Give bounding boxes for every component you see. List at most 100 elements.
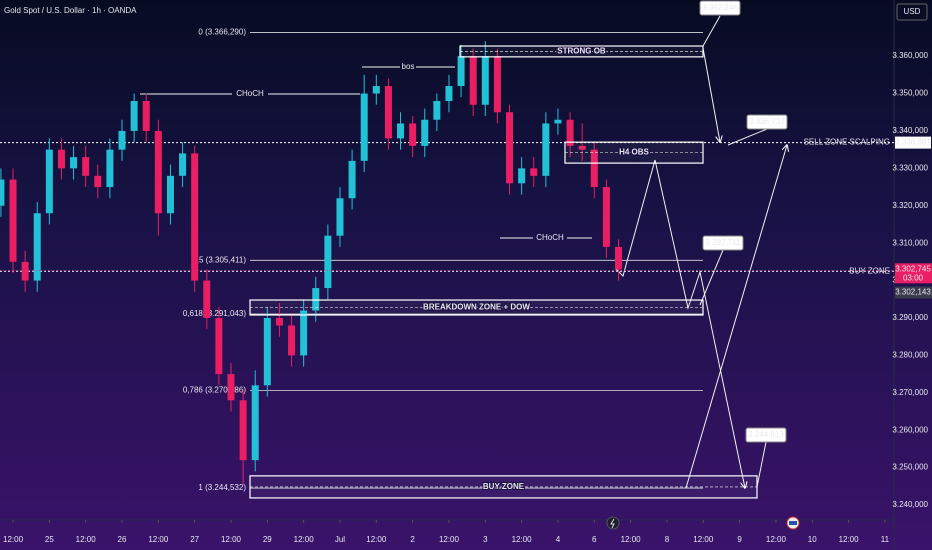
candle-body [300,310,308,356]
candle-body [0,179,5,206]
candle-body [578,145,586,150]
candle-body [215,317,223,375]
y-tick-label: 3.250,000 [892,463,928,472]
candle-body [602,187,610,247]
candle-body [530,168,538,176]
x-tick-label: 9 [737,535,742,544]
y-tick-label: 3.310,000 [892,238,928,247]
callout-label: 3.244,813 [748,430,784,439]
y-tick-label: 3.360,000 [892,51,928,60]
x-tick-label: 27 [190,535,199,544]
candle-body [518,168,526,184]
candle-body [554,119,562,124]
candle-body [469,56,477,105]
current-price-box [895,263,932,284]
callout-label: 3.336,737 [749,117,785,126]
x-tick-label: 12:00 [76,535,97,544]
candle-body [348,160,356,199]
x-tick-label: 10 [808,535,817,544]
x-tick-label: 12:00 [512,535,533,544]
countdown: 03:00 [903,273,924,282]
candle-body [445,86,453,102]
y-tick-label: 3.330,000 [892,163,928,172]
annotation: CHoCH [236,89,264,98]
fib-label: 1 (3.244,532) [198,483,246,492]
x-tick-label: 3 [483,535,488,544]
y-tick-label: 3.280,000 [892,351,928,360]
candle-body [142,101,150,131]
candle-body [70,157,78,169]
candle-body [288,325,296,356]
prev-close-box [895,286,932,299]
candle-body [372,86,380,94]
zone-label: H4 OBS [619,148,649,157]
callout-line [699,249,724,306]
candle-body [433,101,441,120]
candle-body [542,123,550,176]
callout-box [746,114,788,130]
fib-label: 0 (3.366,290) [198,28,246,37]
event-icon[interactable] [606,516,620,530]
candle-body [397,123,405,139]
candle-body [33,213,41,281]
y-tick-label: 3.350,000 [892,89,928,98]
x-tick-label: 25 [45,535,54,544]
flag-icon-band [789,521,797,525]
zone-label: STRONG OB [557,47,606,56]
candle-body [409,123,417,146]
x-tick-label: 11 [881,535,890,544]
level-name: SELL ZONE SCALPING [804,138,890,147]
x-tick-label: 4 [556,535,561,544]
y-tick-label: 3.320,000 [892,201,928,210]
candle-body [336,198,344,236]
callout-line [702,15,721,47]
x-tick-label: 2 [410,535,415,544]
candle-body [94,175,102,188]
annotation: bos [402,62,415,71]
candle-body [566,119,574,146]
candle-body [615,246,623,270]
callout-box [699,0,741,16]
projection-path [614,159,745,488]
projection-path [702,47,720,142]
callout-label: 3.362,246 [702,3,738,12]
x-tick-label: 12:00 [148,535,169,544]
prev-close: 3.302,143 [895,288,931,297]
candle-body [384,86,392,139]
candle-body [360,93,368,161]
y-tick-label: 3.270,000 [892,388,928,397]
y-tick-label: 3.260,000 [892,425,928,434]
candle-body [191,153,199,281]
level-price-box [895,136,931,149]
x-tick-label: 8 [665,535,670,544]
candle-body [166,175,174,214]
callout-label: 3.292,711 [706,238,742,247]
x-tick-label: 12:00 [366,535,387,544]
level-price: 3.336,881 [895,138,931,147]
y-tick-label: 3.340,000 [892,126,928,135]
callout-line [727,128,768,146]
candle-body [324,235,332,289]
x-tick-label: 12:00 [766,535,787,544]
candle-body [9,179,17,262]
candle-body [21,261,29,281]
x-tick-label: 12:00 [839,535,860,544]
x-tick-label: 12:00 [3,535,24,544]
x-tick-label: Jul [335,535,345,544]
current-price: 3.302,745 [895,264,931,273]
currency[interactable]: USD [904,7,921,16]
candle-body [457,56,465,87]
candle-body [57,149,65,169]
candle-body [421,119,429,146]
candle-body [239,400,247,461]
projection-path [685,145,787,489]
level-name: BUY ZONE [849,266,890,275]
zone-label: BUY ZONE [483,482,525,491]
x-tick-label: 26 [118,535,127,544]
candle-body [481,56,489,105]
candle-body [179,153,187,176]
chart-title: Gold Spot / U.S. Dollar · 1h · OANDA [4,6,137,15]
candle-body [106,149,114,188]
currency-box[interactable] [896,3,928,21]
